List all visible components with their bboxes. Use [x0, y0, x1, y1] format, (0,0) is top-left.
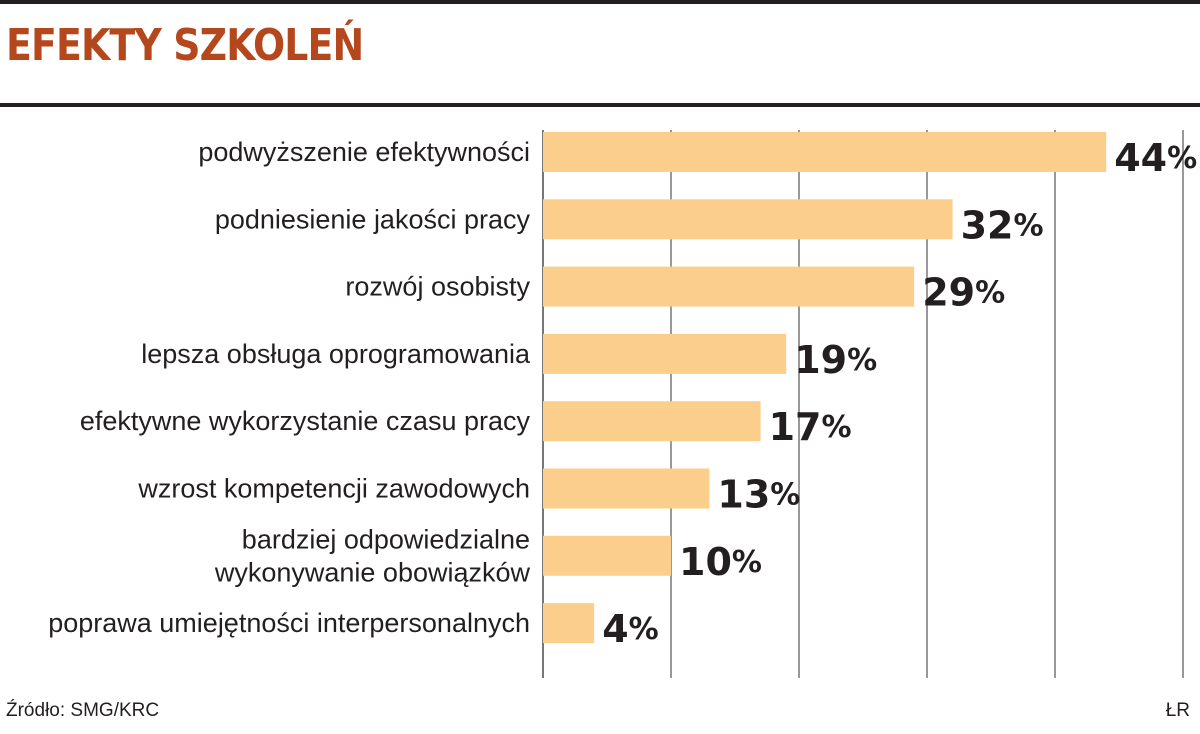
bar: [543, 132, 1107, 172]
category-label: wykonywanie obowiązków: [214, 557, 531, 587]
value-label: 4%: [602, 607, 659, 651]
bar: [543, 333, 787, 374]
category-label: podwyższenie efektywności: [198, 137, 530, 167]
value-label: 32%: [961, 203, 1044, 247]
bar: [543, 266, 915, 307]
value-label: 10%: [679, 540, 762, 584]
category-label: rozwój osobisty: [345, 272, 530, 302]
category-label: podniesienie jakości pracy: [215, 204, 531, 234]
source-note: Źródło: SMG/KRC: [6, 700, 160, 721]
value-label: 17%: [769, 405, 852, 449]
category-label: wzrost kompetencji zawodowych: [137, 474, 530, 504]
chart-title: EFEKTY SZKOLEŃ: [6, 20, 364, 71]
top-rule: [0, 0, 1200, 4]
bar: [543, 401, 761, 442]
bar: [543, 468, 710, 509]
value-label: 19%: [794, 338, 877, 382]
value-label: 13%: [717, 473, 800, 517]
category-label: lepsza obsługa oprogramowania: [141, 339, 531, 369]
category-label: poprawa umiejętności interpersonalnych: [48, 608, 530, 638]
title-rule: [0, 103, 1200, 107]
bar: [543, 603, 595, 644]
bar: [543, 535, 671, 576]
category-label: efektywne wykorzystanie czasu pracy: [80, 406, 531, 436]
value-label: 29%: [922, 271, 1005, 315]
author-credit: ŁR: [1165, 700, 1190, 721]
category-label: bardziej odpowiedzialne: [242, 524, 530, 554]
bar: [543, 199, 953, 240]
value-label: 44%: [1114, 136, 1197, 180]
